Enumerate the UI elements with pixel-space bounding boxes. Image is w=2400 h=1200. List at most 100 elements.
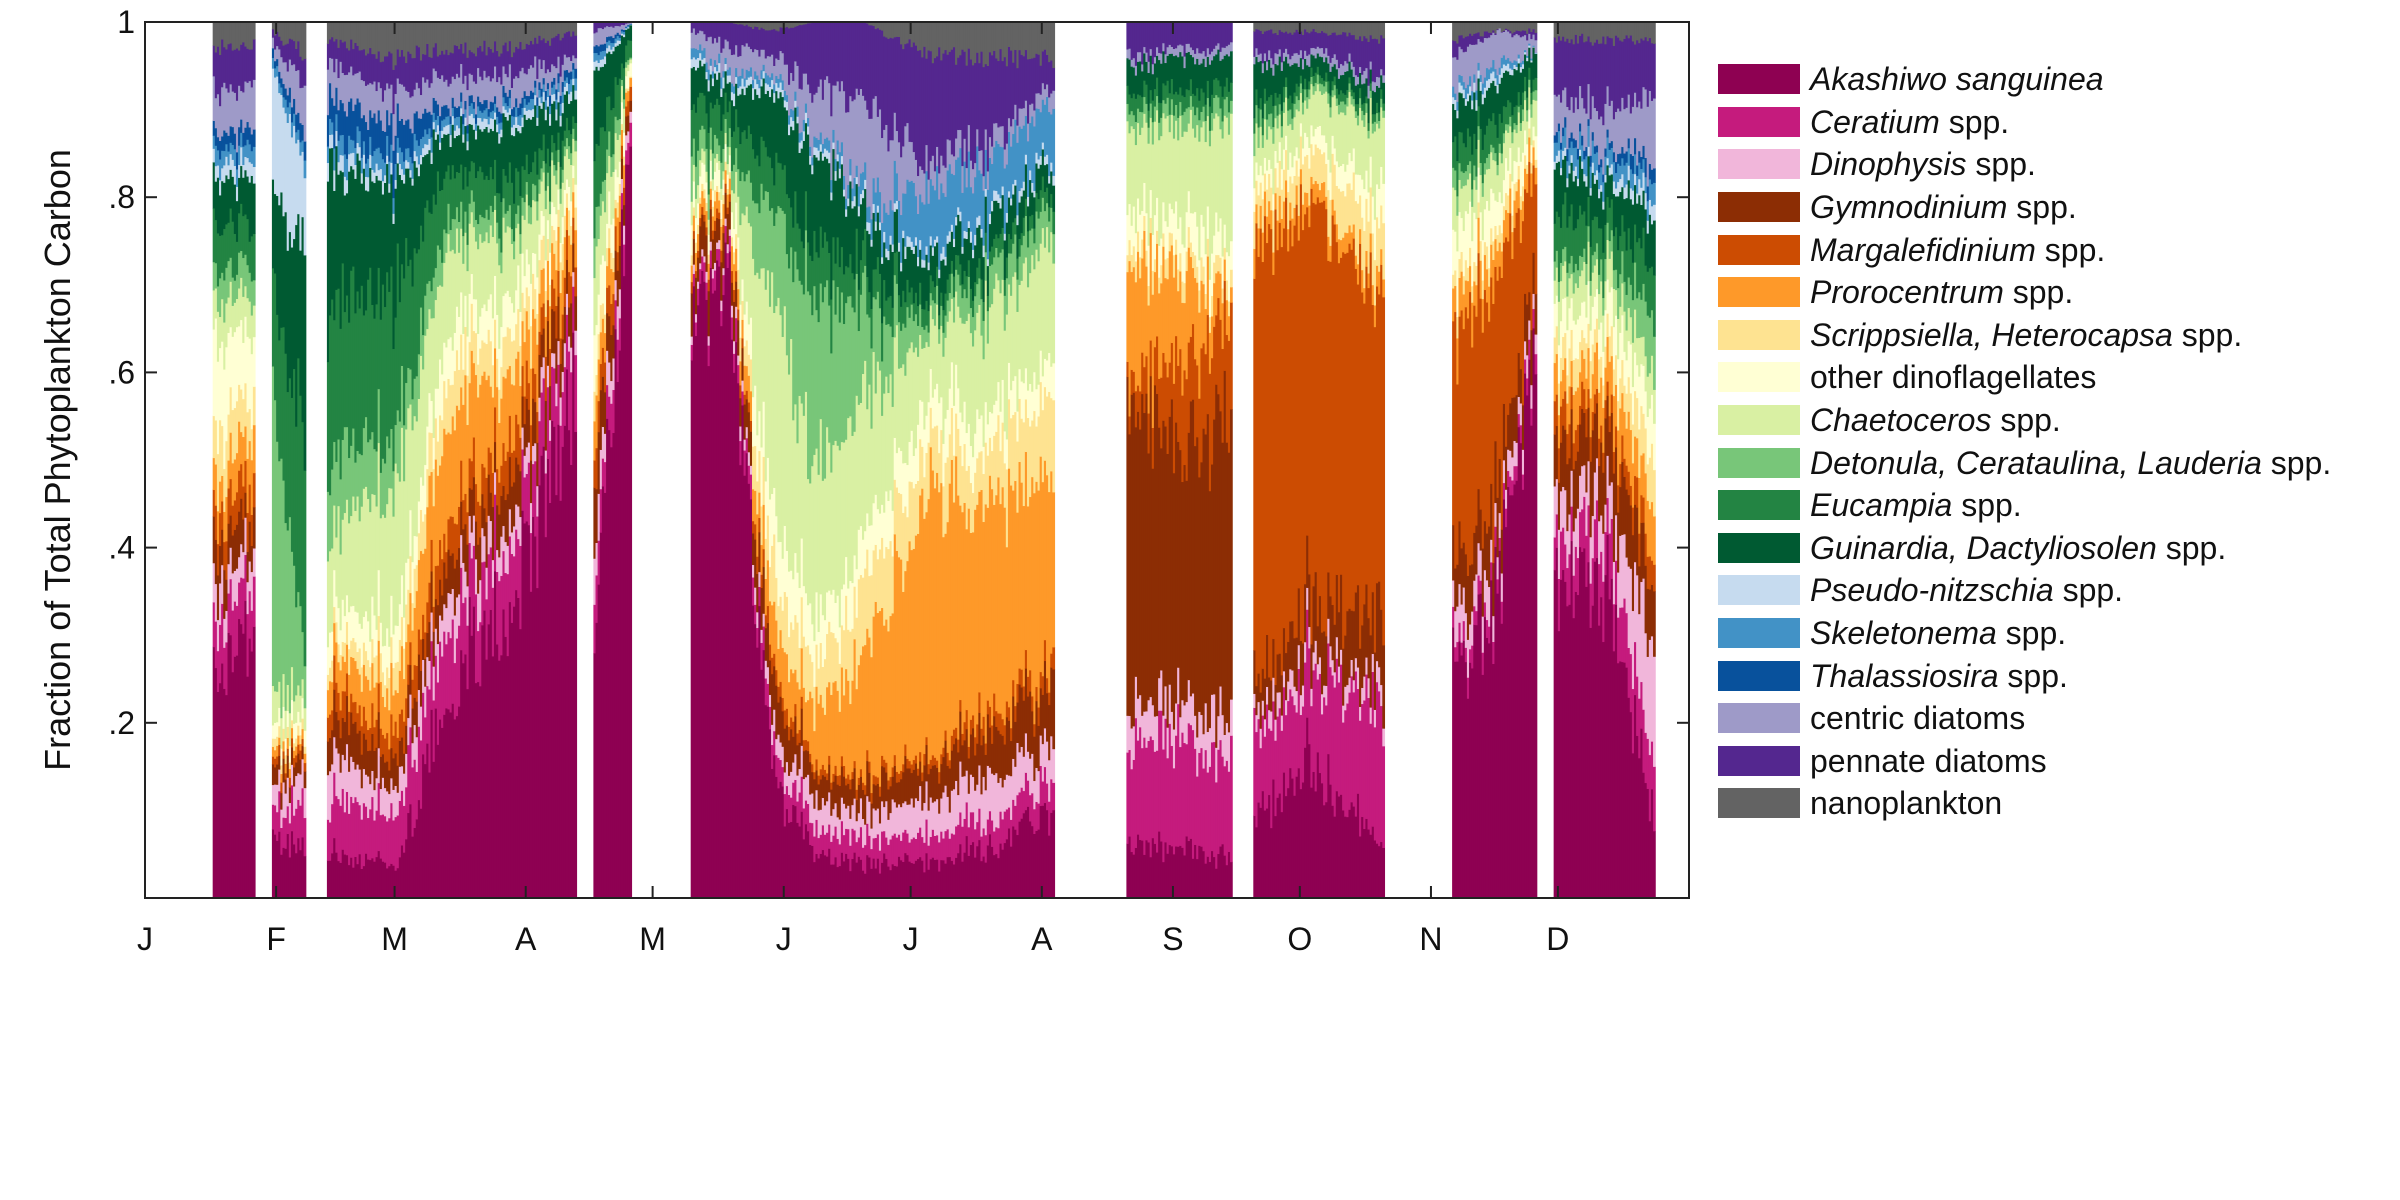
bar-thalassiosira-spp: [339, 99, 343, 136]
bar-other-dinoflagellates: [326, 646, 330, 675]
bar-skeletonema-spp: [434, 119, 438, 133]
bar-chaetoceros-spp: [284, 710, 288, 739]
bar-centric-diatoms: [887, 150, 891, 215]
bar-eucampia-spp: [862, 239, 865, 273]
bar-guinardia-dactyliosolen-spp: [339, 170, 343, 329]
bar-gymnodinium-spp: [362, 733, 366, 770]
bar-nanoplankton: [889, 22, 893, 38]
bar-chaetoceros-spp: [434, 299, 438, 389]
bar-eucampia-spp: [396, 243, 400, 411]
bar-centric-diatoms: [623, 24, 626, 30]
bar-dinophysis-spp: [252, 548, 256, 577]
bar-thalassiosira-spp: [515, 98, 518, 108]
bar-dinophysis-spp: [749, 465, 753, 475]
bar-nanoplankton: [434, 22, 438, 44]
bar-eucampia-spp: [508, 162, 512, 206]
bar-pseudo-nitzschia-spp: [523, 107, 527, 115]
bar-chaetoceros-spp: [521, 215, 525, 254]
bar-gymnodinium-spp: [804, 749, 808, 778]
bar-akashiwo-sanguinea: [927, 869, 931, 899]
bar-guinardia-dactyliosolen-spp: [859, 203, 863, 261]
bar-margalefidinium-spp: [910, 764, 914, 774]
bar-margalefidinium-spp: [445, 551, 449, 579]
bar-centric-diatoms: [897, 141, 901, 201]
bar-ceratium-spp: [441, 656, 444, 728]
bar-pennate-diatoms: [697, 22, 700, 34]
bar-akashiwo-sanguinea: [842, 861, 846, 899]
bar-chaetoceros-spp: [627, 64, 630, 72]
bar-pennate-diatoms: [438, 54, 442, 79]
bar-margalefidinium-spp: [811, 763, 814, 773]
bar-pseudo-nitzschia-spp: [377, 169, 381, 181]
bar-scrippsiella-heterocapsa-spp: [343, 642, 347, 662]
bar-other-dinoflagellates: [354, 611, 358, 643]
bar-ceratium-spp: [777, 757, 781, 789]
bar-guinardia-dactyliosolen-spp: [572, 84, 575, 117]
bar-pseudo-nitzschia-spp: [779, 82, 783, 93]
bar-guinardia-dactyliosolen-spp: [743, 94, 747, 131]
bar-chaetoceros-spp: [532, 199, 535, 253]
bar-skeletonema-spp: [906, 179, 910, 237]
bar-detonula-cerataulina-lauderia-spp: [726, 146, 730, 165]
bar-dinophysis-spp: [424, 686, 427, 718]
bar-akashiwo-sanguinea: [348, 864, 351, 899]
bar-scrippsiella-heterocapsa-spp: [358, 648, 362, 675]
bar-prorocentrum-spp: [707, 263, 711, 280]
bar-other-dinoflagellates: [705, 182, 709, 203]
bar-guinardia-dactyliosolen-spp: [513, 135, 516, 204]
bar-detonula-cerataulina-lauderia-spp: [627, 59, 630, 65]
bar-gymnodinium-spp: [350, 712, 353, 757]
bar-chaetoceros-spp: [426, 328, 430, 427]
bar-centric-diatoms: [276, 45, 279, 60]
bar-pennate-diatoms: [692, 22, 696, 29]
bar-akashiwo-sanguinea: [735, 341, 738, 899]
bar-detonula-cerataulina-lauderia-spp: [464, 211, 468, 233]
bar-ceratium-spp: [570, 371, 573, 465]
bar-chaetoceros-spp: [847, 417, 850, 589]
bar-skeletonema-spp: [326, 146, 330, 164]
bar-ceratium-spp: [779, 759, 783, 782]
bar-pseudo-nitzschia-spp: [764, 82, 768, 95]
bar-prorocentrum-spp: [367, 679, 370, 731]
bar-chaetoceros-spp: [219, 316, 222, 349]
bar-chaetoceros-spp: [390, 488, 394, 596]
bar-skeletonema-spp: [394, 163, 398, 181]
bar-pseudo-nitzschia-spp: [358, 146, 362, 161]
bar-dinophysis-spp: [874, 810, 878, 839]
bar-margalefidinium-spp: [804, 739, 808, 751]
bar-pennate-diatoms: [424, 54, 427, 83]
bar-nanoplankton: [895, 22, 899, 37]
bar-other-dinoflagellates: [828, 590, 831, 622]
bar-skeletonema-spp: [460, 101, 463, 109]
bar-ceratium-spp: [326, 819, 330, 861]
bar-eucampia-spp: [620, 63, 624, 80]
bar-chaetoceros-spp: [783, 305, 787, 527]
bar-detonula-cerataulina-lauderia-spp: [876, 291, 880, 362]
bar-scrippsiella-heterocapsa-spp: [847, 629, 850, 681]
bar-other-dinoflagellates: [904, 462, 908, 507]
bar-eucampia-spp: [881, 322, 884, 362]
bar-chaetoceros-spp: [752, 258, 755, 398]
bar-pennate-diatoms: [595, 22, 599, 33]
bar-other-dinoflagellates: [737, 237, 740, 270]
bar-prorocentrum-spp: [364, 675, 368, 721]
bar-prorocentrum-spp: [384, 706, 387, 739]
bar-pseudo-nitzschia-spp: [474, 130, 478, 140]
bar-pennate-diatoms: [493, 41, 497, 67]
bar-pennate-diatoms: [754, 26, 757, 50]
bar-margalefidinium-spp: [491, 472, 495, 508]
bar-other-dinoflagellates: [498, 348, 501, 390]
bar-pennate-diatoms: [610, 22, 614, 27]
bar-guinardia-dactyliosolen-spp: [914, 245, 918, 293]
bar-dinophysis-spp: [794, 753, 798, 780]
bar-other-dinoflagellates: [384, 645, 387, 686]
bar-thalassiosira-spp: [557, 72, 561, 84]
bar-other-dinoflagellates: [862, 539, 865, 578]
bar-guinardia-dactyliosolen-spp: [851, 208, 855, 274]
bar-dinophysis-spp: [699, 262, 702, 270]
bar-skeletonema-spp: [707, 69, 711, 81]
bar-detonula-cerataulina-lauderia-spp: [392, 470, 396, 517]
bar-other-dinoflagellates: [513, 312, 516, 341]
bar-other-dinoflagellates: [214, 318, 218, 421]
bar-centric-diatoms: [629, 22, 633, 25]
